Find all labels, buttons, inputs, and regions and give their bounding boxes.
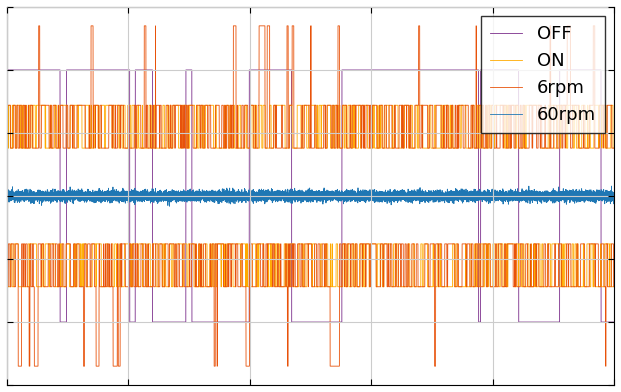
Line: 60rpm: 60rpm (7, 186, 614, 206)
OFF (291, 320, 298, 325)
ON (571, 103, 579, 108)
ON (610, 146, 618, 151)
6rpm (610, 146, 618, 151)
6rpm (155, 103, 162, 108)
OFF (3, 67, 11, 72)
60rpm (3, 193, 11, 198)
ON (155, 146, 162, 151)
60rpm (291, 196, 298, 201)
Line: ON: ON (7, 105, 614, 148)
60rpm (571, 195, 579, 200)
6rpm (291, 146, 298, 151)
60rpm (610, 194, 618, 199)
6rpm (571, 103, 579, 108)
ON (291, 146, 298, 151)
ON (4, 146, 12, 151)
OFF (155, 320, 162, 325)
Line: OFF: OFF (7, 70, 614, 322)
OFF (571, 67, 579, 72)
60rpm (438, 194, 445, 198)
ON (370, 103, 378, 108)
60rpm (608, 184, 615, 189)
60rpm (370, 194, 378, 198)
60rpm (393, 194, 401, 199)
Legend: OFF, ON, 6rpm, 60rpm: OFF, ON, 6rpm, 60rpm (481, 16, 605, 133)
6rpm (35, 24, 42, 28)
6rpm (3, 103, 11, 108)
6rpm (438, 146, 445, 151)
60rpm (155, 194, 162, 198)
60rpm (166, 204, 173, 209)
6rpm (393, 146, 401, 151)
OFF (610, 320, 618, 325)
Line: 6rpm: 6rpm (7, 26, 614, 148)
ON (3, 103, 11, 108)
ON (438, 103, 445, 108)
ON (393, 103, 401, 108)
6rpm (371, 103, 378, 108)
OFF (57, 320, 64, 325)
OFF (393, 67, 401, 72)
OFF (370, 67, 378, 72)
OFF (438, 67, 445, 72)
6rpm (7, 146, 14, 151)
